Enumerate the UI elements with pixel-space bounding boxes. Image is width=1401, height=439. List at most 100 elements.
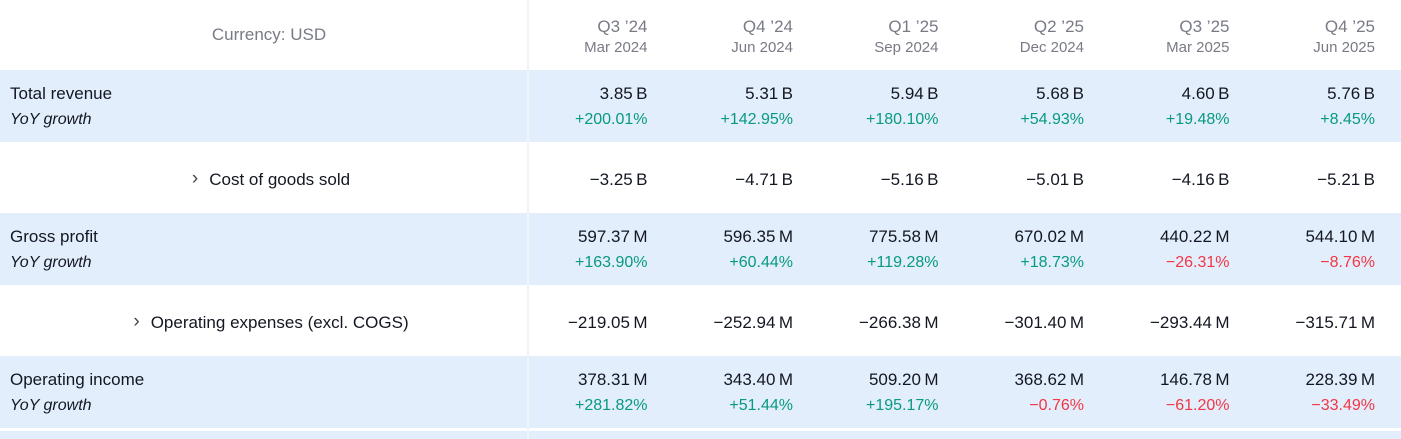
metric-value: 440.22 M [1159,227,1230,246]
row-label-cell[interactable]: Operating income YoY growth [0,356,528,428]
quarter-date: Jun 2025 [1313,38,1375,56]
table-row-total-revenue: Total revenue YoY growth 3.85 B +200.01%… [0,70,1401,142]
yoy-value: −26.31% [1165,254,1230,271]
value-cell: −3.25 B [528,145,674,213]
yoy-value: +163.90% [574,254,648,271]
column-header-q4-24: Q4 ’24 Jun 2024 [674,0,820,70]
yoy-value: +60.44% [729,254,793,271]
value-cell: 5.68 B +54.93% [965,70,1111,142]
metric-value: 343.40 M [723,370,793,389]
row-label: Cost of goods sold [209,169,351,189]
yoy-value: +281.82% [574,397,648,414]
value-cell: −4.16 B [1110,145,1256,213]
column-header-q2-25: Q2 ’25 Dec 2024 [965,0,1111,70]
yoy-value: −33.49% [1311,397,1375,414]
metric-value: 5.31 B [745,84,793,103]
expand-chevron-icon[interactable]: › [133,310,140,332]
metric-value: 378.31 M [577,370,648,389]
value-cell: 368.62 M −0.76% [965,356,1111,428]
row-sublabel-yoy-growth: YoY growth [10,111,92,128]
value-cell: 544.10 M −8.76% [1256,213,1401,285]
yoy-value: +51.44% [729,397,793,414]
quarter-date: Mar 2025 [1166,38,1230,56]
currency-label: Currency: USD [211,25,327,44]
metric-value: −4.71 B [735,169,793,189]
yoy-value: −8.76% [1320,254,1375,271]
metric-value: 3.85 B [599,84,648,103]
column-header-q4-25: Q4 ’25 Jun 2025 [1256,0,1401,70]
column-header-q1-25: Q1 ’25 Sep 2024 [819,0,965,70]
row-label-cell[interactable]: Gross profit YoY growth [0,213,528,285]
value-cell: 440.22 M −26.31% [1110,213,1256,285]
metric-value: −5.16 B [880,169,939,189]
yoy-value: +18.73% [1020,254,1084,271]
value-cell: −266.38 M [819,288,965,356]
metric-value: −266.38 M [859,312,939,332]
value-cell: 3.85 B +200.01% [528,70,674,142]
yoy-value: +19.48% [1165,111,1230,128]
row-sublabel-yoy-growth: YoY growth [10,397,92,414]
metric-value: −293.44 M [1150,312,1230,332]
table-row-cost-of-goods-sold: › Cost of goods sold −3.25 B −4.71 B −5.… [0,145,1401,213]
yoy-value: +8.45% [1320,111,1375,128]
quarter-label: Q3 ’24 [597,16,648,36]
yoy-value: +119.28% [867,254,939,271]
value-cell: −315.71 M [1256,288,1401,356]
value-cell: 4.60 B +19.48% [1110,70,1256,142]
metric-value: −3.25 B [589,169,648,189]
quarter-label: Q1 ’25 [888,16,939,36]
metric-value: 5.94 B [890,84,939,103]
next-row-partial [0,431,1401,439]
yoy-value: +180.10% [865,111,939,128]
row-label-cell[interactable]: Total revenue YoY growth [0,70,528,142]
quarter-label: Q3 ’25 [1179,16,1230,36]
value-cell: 5.76 B +8.45% [1256,70,1401,142]
value-cell: −219.05 M [528,288,674,356]
metric-value: 670.02 M [1014,227,1084,246]
value-cell: −5.16 B [819,145,965,213]
quarter-label: Q4 ’25 [1324,16,1375,36]
row-sublabel-yoy-growth: YoY growth [10,254,92,271]
value-cell: −252.94 M [674,288,820,356]
yoy-value: +195.17% [865,397,939,414]
row-label-cell[interactable]: › Cost of goods sold [0,145,528,213]
metric-value: 775.58 M [868,227,939,246]
value-cell: −293.44 M [1110,288,1256,356]
row-label: Gross profit [10,227,98,246]
yoy-value: +54.93% [1020,111,1084,128]
quarter-date: Sep 2024 [874,38,939,56]
currency-cell: Currency: USD [0,0,528,70]
row-label: Total revenue [10,84,113,103]
metric-value: −4.16 B [1171,169,1230,189]
value-cell: 509.20 M +195.17% [819,356,965,428]
value-cell: −4.71 B [674,145,820,213]
value-cell: 146.78 M −61.20% [1110,356,1256,428]
column-header-q3-24: Q3 ’24 Mar 2024 [528,0,674,70]
column-header-q3-25: Q3 ’25 Mar 2025 [1110,0,1256,70]
metric-value: −5.21 B [1317,169,1375,189]
metric-value: 596.35 M [723,227,793,246]
table-row-operating-expenses: › Operating expenses (excl. COGS) −219.0… [0,288,1401,356]
quarter-date: Mar 2024 [584,38,648,56]
expand-chevron-icon[interactable]: › [191,167,199,189]
yoy-value: +142.95% [720,111,793,128]
value-cell: 597.37 M +163.90% [528,213,674,285]
table-header-row: Currency: USD Q3 ’24 Mar 2024 Q4 ’24 Jun… [0,0,1401,70]
table-row-gross-profit: Gross profit YoY growth 597.37 M +163.90… [0,213,1401,285]
metric-value: −219.05 M [568,312,648,332]
metric-value: −301.40 M [1004,312,1085,332]
metric-value: −252.94 M [713,312,794,332]
row-label: Operating expenses (excl. COGS) [150,312,409,332]
value-cell: −301.40 M [965,288,1111,356]
yoy-value: −0.76% [1029,397,1084,414]
value-cell: 670.02 M +18.73% [965,213,1111,285]
metric-value: 5.68 B [1036,84,1084,103]
quarter-date: Dec 2024 [1019,38,1084,56]
row-label-cell[interactable]: › Operating expenses (excl. COGS) [0,288,528,356]
metric-value: 597.37 M [577,227,648,246]
value-cell: 775.58 M +119.28% [819,213,965,285]
value-cell: 596.35 M +60.44% [674,213,820,285]
row-label: Operating income [10,370,145,389]
value-cell: 228.39 M −33.49% [1256,356,1401,428]
metric-value: 4.60 B [1181,84,1230,103]
